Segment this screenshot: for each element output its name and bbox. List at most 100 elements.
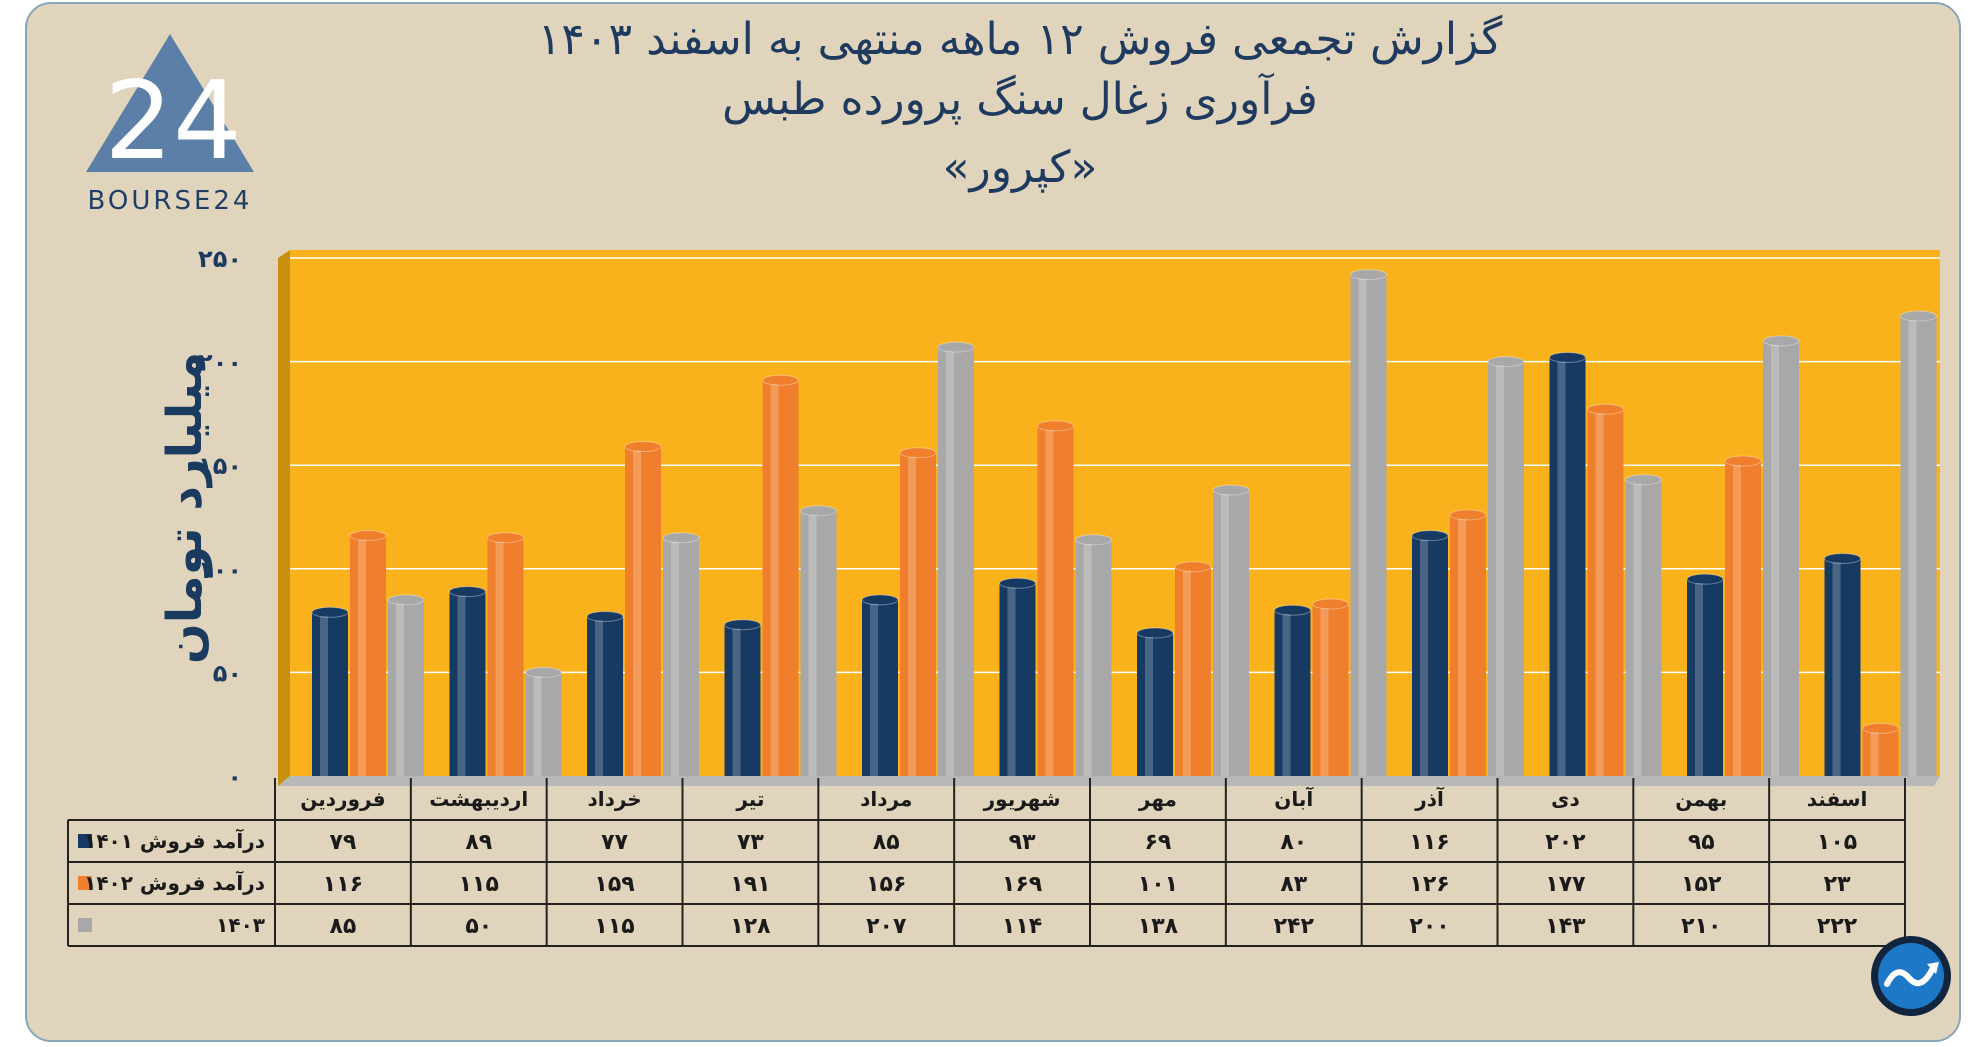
data-label: ۱۲۶ (1409, 872, 1449, 897)
bar (1412, 535, 1448, 776)
bar (1587, 409, 1624, 776)
bar-cap (999, 577, 1036, 589)
bar-cap (311, 606, 349, 618)
bar-highlight (1282, 614, 1291, 776)
data-label: ۸۵ (329, 914, 356, 939)
data-label: ۶۹ (1144, 830, 1171, 855)
bar-highlight (1695, 583, 1703, 776)
bar (1213, 490, 1249, 776)
bar-highlight (671, 541, 679, 776)
legend-swatch (78, 918, 92, 932)
bar (625, 446, 661, 776)
bar (1725, 461, 1761, 776)
bar-highlight (1870, 732, 1879, 776)
bar-cap (724, 619, 761, 631)
data-label: ۸۰ (1280, 830, 1307, 855)
bar-highlight (946, 351, 954, 776)
bar-cap (624, 441, 662, 453)
bar-cap (1487, 356, 1525, 368)
data-label: ۱۴۳ (1545, 914, 1586, 939)
data-label: ۲۴۲ (1274, 914, 1315, 939)
bar-highlight (1221, 494, 1229, 776)
bar-cap (1174, 561, 1212, 573)
bar-cap (1862, 722, 1899, 734)
data-label: ۱۱۶ (1409, 830, 1449, 855)
bar-highlight (1083, 543, 1092, 776)
bar-highlight (633, 450, 641, 776)
bar (1549, 357, 1586, 776)
bar-cap (662, 532, 700, 544)
bar-cap (1411, 530, 1449, 542)
bar-highlight (533, 676, 542, 776)
bar-cap (1824, 552, 1861, 564)
data-label: ۸۳ (1280, 872, 1307, 897)
bar-highlight (1733, 465, 1741, 776)
bar (1350, 274, 1387, 776)
y-tick-label: ۵۰ (213, 659, 242, 687)
data-label: ۱۱۶ (323, 872, 363, 897)
plot-background (290, 250, 1940, 776)
bar (1450, 514, 1486, 776)
bar (449, 591, 486, 776)
data-label: ۱۰۵ (1817, 830, 1857, 855)
bar (663, 537, 699, 776)
bar (1137, 633, 1173, 776)
logo-mark: 24 (104, 59, 241, 184)
data-label: ۱۶۹ (1002, 872, 1042, 897)
x-category-label: فروردین (300, 787, 385, 811)
bar-highlight (1771, 344, 1779, 776)
data-label: ۵۰ (465, 914, 492, 939)
data-label: ۸۹ (465, 830, 492, 855)
bar (1488, 361, 1524, 776)
logo-text: BOURSE24 (87, 186, 253, 216)
x-category-label: مهر (1138, 787, 1177, 811)
bar-highlight (770, 384, 779, 776)
bar (762, 380, 799, 776)
bar-highlight (320, 616, 328, 776)
chart-title: گزارش تجمعی فروش ۱۲ ماهه منتهی به اسفند … (537, 14, 1503, 65)
bar (1862, 728, 1899, 776)
bourse24-logo-icon: 24 (86, 34, 254, 184)
plot-side-wall (278, 250, 290, 786)
bar-highlight (808, 514, 817, 776)
bar-cap (449, 586, 486, 598)
bar (800, 510, 837, 776)
bar (724, 624, 761, 776)
bar (1763, 340, 1799, 776)
bar-highlight (1007, 587, 1016, 776)
bar-highlight (1358, 278, 1367, 776)
bar-cap (937, 341, 975, 353)
legend-label: درآمد فروش ۱۴۰۱ (84, 828, 265, 853)
bar-highlight (908, 456, 916, 776)
data-label: ۲۰۷ (866, 914, 907, 939)
bar-cap (762, 374, 799, 386)
bar-cap (349, 530, 387, 542)
bar-cap (1449, 509, 1487, 521)
legend-label: ۱۴۰۳ (216, 913, 265, 937)
bar-highlight (870, 603, 878, 776)
bar-cap (1900, 310, 1937, 322)
data-label: ۲۰۲ (1545, 830, 1586, 855)
bar (862, 599, 898, 776)
bar-cap (1762, 335, 1800, 347)
bar (312, 612, 348, 776)
data-label: ۱۱۴ (1002, 914, 1042, 939)
bar (1175, 566, 1211, 776)
data-label: ۱۱۵ (459, 872, 499, 897)
bar (525, 672, 562, 776)
x-category-label: شهریور (983, 787, 1061, 811)
data-label: ۱۰۱ (1138, 872, 1178, 897)
bar-highlight (595, 620, 603, 776)
bar (900, 452, 936, 776)
bar-cap (1037, 420, 1074, 432)
x-category-label: آبان (1274, 786, 1314, 811)
bar (1312, 604, 1349, 776)
bar-highlight (457, 595, 466, 776)
bar-highlight (1145, 637, 1153, 776)
trend-badge-icon (1871, 936, 1951, 1016)
bar-cap (487, 532, 524, 544)
bar (1075, 539, 1112, 776)
bar-cap (1212, 484, 1250, 496)
bar-highlight (495, 541, 504, 776)
bar-highlight (1557, 361, 1566, 776)
